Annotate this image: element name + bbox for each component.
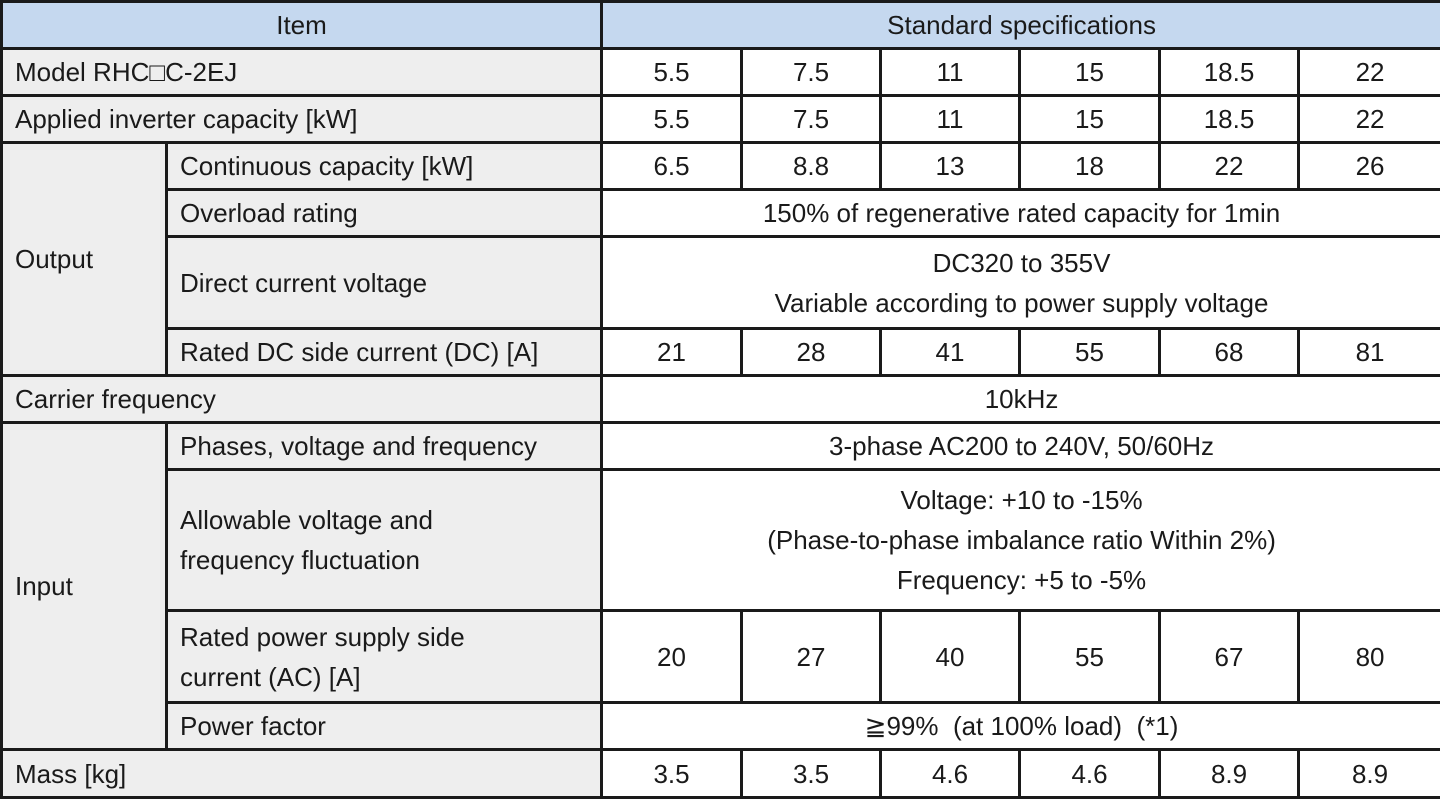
continuous-capacity-value: 8.8 <box>742 143 881 190</box>
ac-current-label-line: Rated power supply side <box>180 617 600 657</box>
carrier-frequency-value: 10kHz <box>602 376 1440 423</box>
fluctuation-line: (Phase-to-phase imbalance ratio Within 2… <box>603 520 1440 560</box>
applied-capacity-value: 18.5 <box>1160 96 1299 143</box>
applied-capacity-value: 5.5 <box>602 96 742 143</box>
fluctuation-label-line: Allowable voltage and <box>180 500 600 540</box>
carrier-frequency-label: Carrier frequency <box>2 376 602 423</box>
continuous-capacity-value: 6.5 <box>602 143 742 190</box>
dc-current-value: 81 <box>1299 329 1440 376</box>
header-row: Item Standard specifications <box>2 2 1440 49</box>
dc-current-value: 68 <box>1160 329 1299 376</box>
continuous-capacity-value: 26 <box>1299 143 1440 190</box>
ac-current-label-line: current (AC) [A] <box>180 657 600 697</box>
header-standard-specifications: Standard specifications <box>602 2 1440 49</box>
applied-capacity-value: 11 <box>881 96 1020 143</box>
fluctuation-label-line: frequency fluctuation <box>180 540 600 580</box>
applied-capacity-value: 7.5 <box>742 96 881 143</box>
model-value: 18.5 <box>1160 49 1299 96</box>
overload-rating-value: 150% of regenerative rated capacity for … <box>602 190 1440 237</box>
row-rated-ac-current: Rated power supply side current (AC) [A]… <box>2 611 1440 703</box>
row-direct-current-voltage: Direct current voltage DC320 to 355V Var… <box>2 237 1440 329</box>
model-value: 11 <box>881 49 1020 96</box>
row-rated-dc-current: Rated DC side current (DC) [A] 21 28 41 … <box>2 329 1440 376</box>
row-model: Model RHC□C-2EJ 5.5 7.5 11 15 18.5 22 <box>2 49 1440 96</box>
continuous-capacity-value: 22 <box>1160 143 1299 190</box>
dc-voltage-value: DC320 to 355V Variable according to powe… <box>602 237 1440 329</box>
model-value: 5.5 <box>602 49 742 96</box>
dc-current-value: 41 <box>881 329 1020 376</box>
input-group-label: Input <box>2 423 167 750</box>
continuous-capacity-label: Continuous capacity [kW] <box>167 143 602 190</box>
model-label: Model RHC□C-2EJ <box>2 49 602 96</box>
model-value: 7.5 <box>742 49 881 96</box>
dc-voltage-line: DC320 to 355V <box>603 243 1440 283</box>
mass-value: 3.5 <box>742 750 881 798</box>
ac-current-value: 67 <box>1160 611 1299 703</box>
overload-rating-label: Overload rating <box>167 190 602 237</box>
continuous-capacity-value: 13 <box>881 143 1020 190</box>
row-mass: Mass [kg] 3.5 3.5 4.6 4.6 8.9 8.9 <box>2 750 1440 798</box>
row-carrier-frequency: Carrier frequency 10kHz <box>2 376 1440 423</box>
dc-current-value: 55 <box>1020 329 1160 376</box>
mass-value: 4.6 <box>1020 750 1160 798</box>
fluctuation-value: Voltage: +10 to -15% (Phase-to-phase imb… <box>602 470 1440 611</box>
mass-label: Mass [kg] <box>2 750 602 798</box>
row-overload-rating: Overload rating 150% of regenerative rat… <box>2 190 1440 237</box>
mass-value: 3.5 <box>602 750 742 798</box>
phases-value: 3-phase AC200 to 240V, 50/60Hz <box>602 423 1440 470</box>
dc-current-value: 21 <box>602 329 742 376</box>
applied-capacity-value: 22 <box>1299 96 1440 143</box>
fluctuation-line: Voltage: +10 to -15% <box>603 480 1440 520</box>
ac-current-value: 80 <box>1299 611 1440 703</box>
output-group-label: Output <box>2 143 167 376</box>
power-factor-label: Power factor <box>167 703 602 750</box>
row-continuous-capacity: Output Continuous capacity [kW] 6.5 8.8 … <box>2 143 1440 190</box>
applied-capacity-label: Applied inverter capacity [kW] <box>2 96 602 143</box>
mass-value: 8.9 <box>1299 750 1440 798</box>
ac-current-label: Rated power supply side current (AC) [A] <box>167 611 602 703</box>
header-item: Item <box>2 2 602 49</box>
ac-current-value: 40 <box>881 611 1020 703</box>
fluctuation-line: Frequency: +5 to -5% <box>603 560 1440 600</box>
ac-current-value: 20 <box>602 611 742 703</box>
dc-current-label: Rated DC side current (DC) [A] <box>167 329 602 376</box>
applied-capacity-value: 15 <box>1020 96 1160 143</box>
row-allowable-fluctuation: Allowable voltage and frequency fluctuat… <box>2 470 1440 611</box>
row-power-factor: Power factor ≧99% (at 100% load) (*1) <box>2 703 1440 750</box>
ac-current-value: 27 <box>742 611 881 703</box>
model-value: 15 <box>1020 49 1160 96</box>
power-factor-value: ≧99% (at 100% load) (*1) <box>602 703 1440 750</box>
dc-voltage-label: Direct current voltage <box>167 237 602 329</box>
row-phases-voltage-frequency: Input Phases, voltage and frequency 3-ph… <box>2 423 1440 470</box>
fluctuation-label: Allowable voltage and frequency fluctuat… <box>167 470 602 611</box>
row-applied-inverter-capacity: Applied inverter capacity [kW] 5.5 7.5 1… <box>2 96 1440 143</box>
phases-label: Phases, voltage and frequency <box>167 423 602 470</box>
model-value: 22 <box>1299 49 1440 96</box>
mass-value: 4.6 <box>881 750 1020 798</box>
dc-current-value: 28 <box>742 329 881 376</box>
dc-voltage-line: Variable according to power supply volta… <box>603 283 1440 323</box>
ac-current-value: 55 <box>1020 611 1160 703</box>
mass-value: 8.9 <box>1160 750 1299 798</box>
continuous-capacity-value: 18 <box>1020 143 1160 190</box>
